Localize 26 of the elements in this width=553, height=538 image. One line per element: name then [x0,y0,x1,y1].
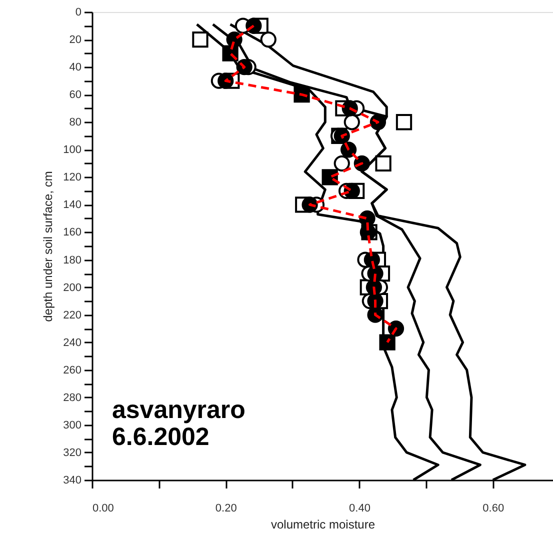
y-tick-label: 100 [63,144,82,156]
y-tick-label: 180 [63,254,82,266]
y-tick-label: 260 [63,364,82,376]
y-tick-label: 240 [63,336,82,349]
y-tick-label: 0 [75,6,82,18]
y-tick-label: 300 [63,419,82,432]
x-tick-label: 0.40 [349,502,370,514]
annotation: 6.6.2002 [112,423,210,451]
y-tick-label: 160 [63,226,82,239]
y-tick-label: 20 [69,34,82,46]
y-tick-label: 280 [63,392,82,404]
x-axis-title: volumetric moisture [270,518,376,532]
y-tick-label: 80 [69,116,82,129]
y-tick-label: 340 [63,474,82,486]
y-tick-label: 320 [63,446,82,459]
x-tick-label: 0.00 [92,502,114,514]
y-tick-label: 140 [63,199,82,212]
x-tick-label: 0.60 [482,502,504,514]
y-tick-label: 60 [69,89,82,102]
y-tick-label: 120 [63,172,82,184]
y-axis-title: depth under soil surface, cm [41,171,56,322]
x-tick-label: 0.20 [215,502,237,514]
y-tick-label: 220 [63,309,82,322]
y-tick-label: 200 [63,282,82,294]
annotation: asvanyraro [112,396,246,424]
y-tick-label: 40 [69,62,82,74]
